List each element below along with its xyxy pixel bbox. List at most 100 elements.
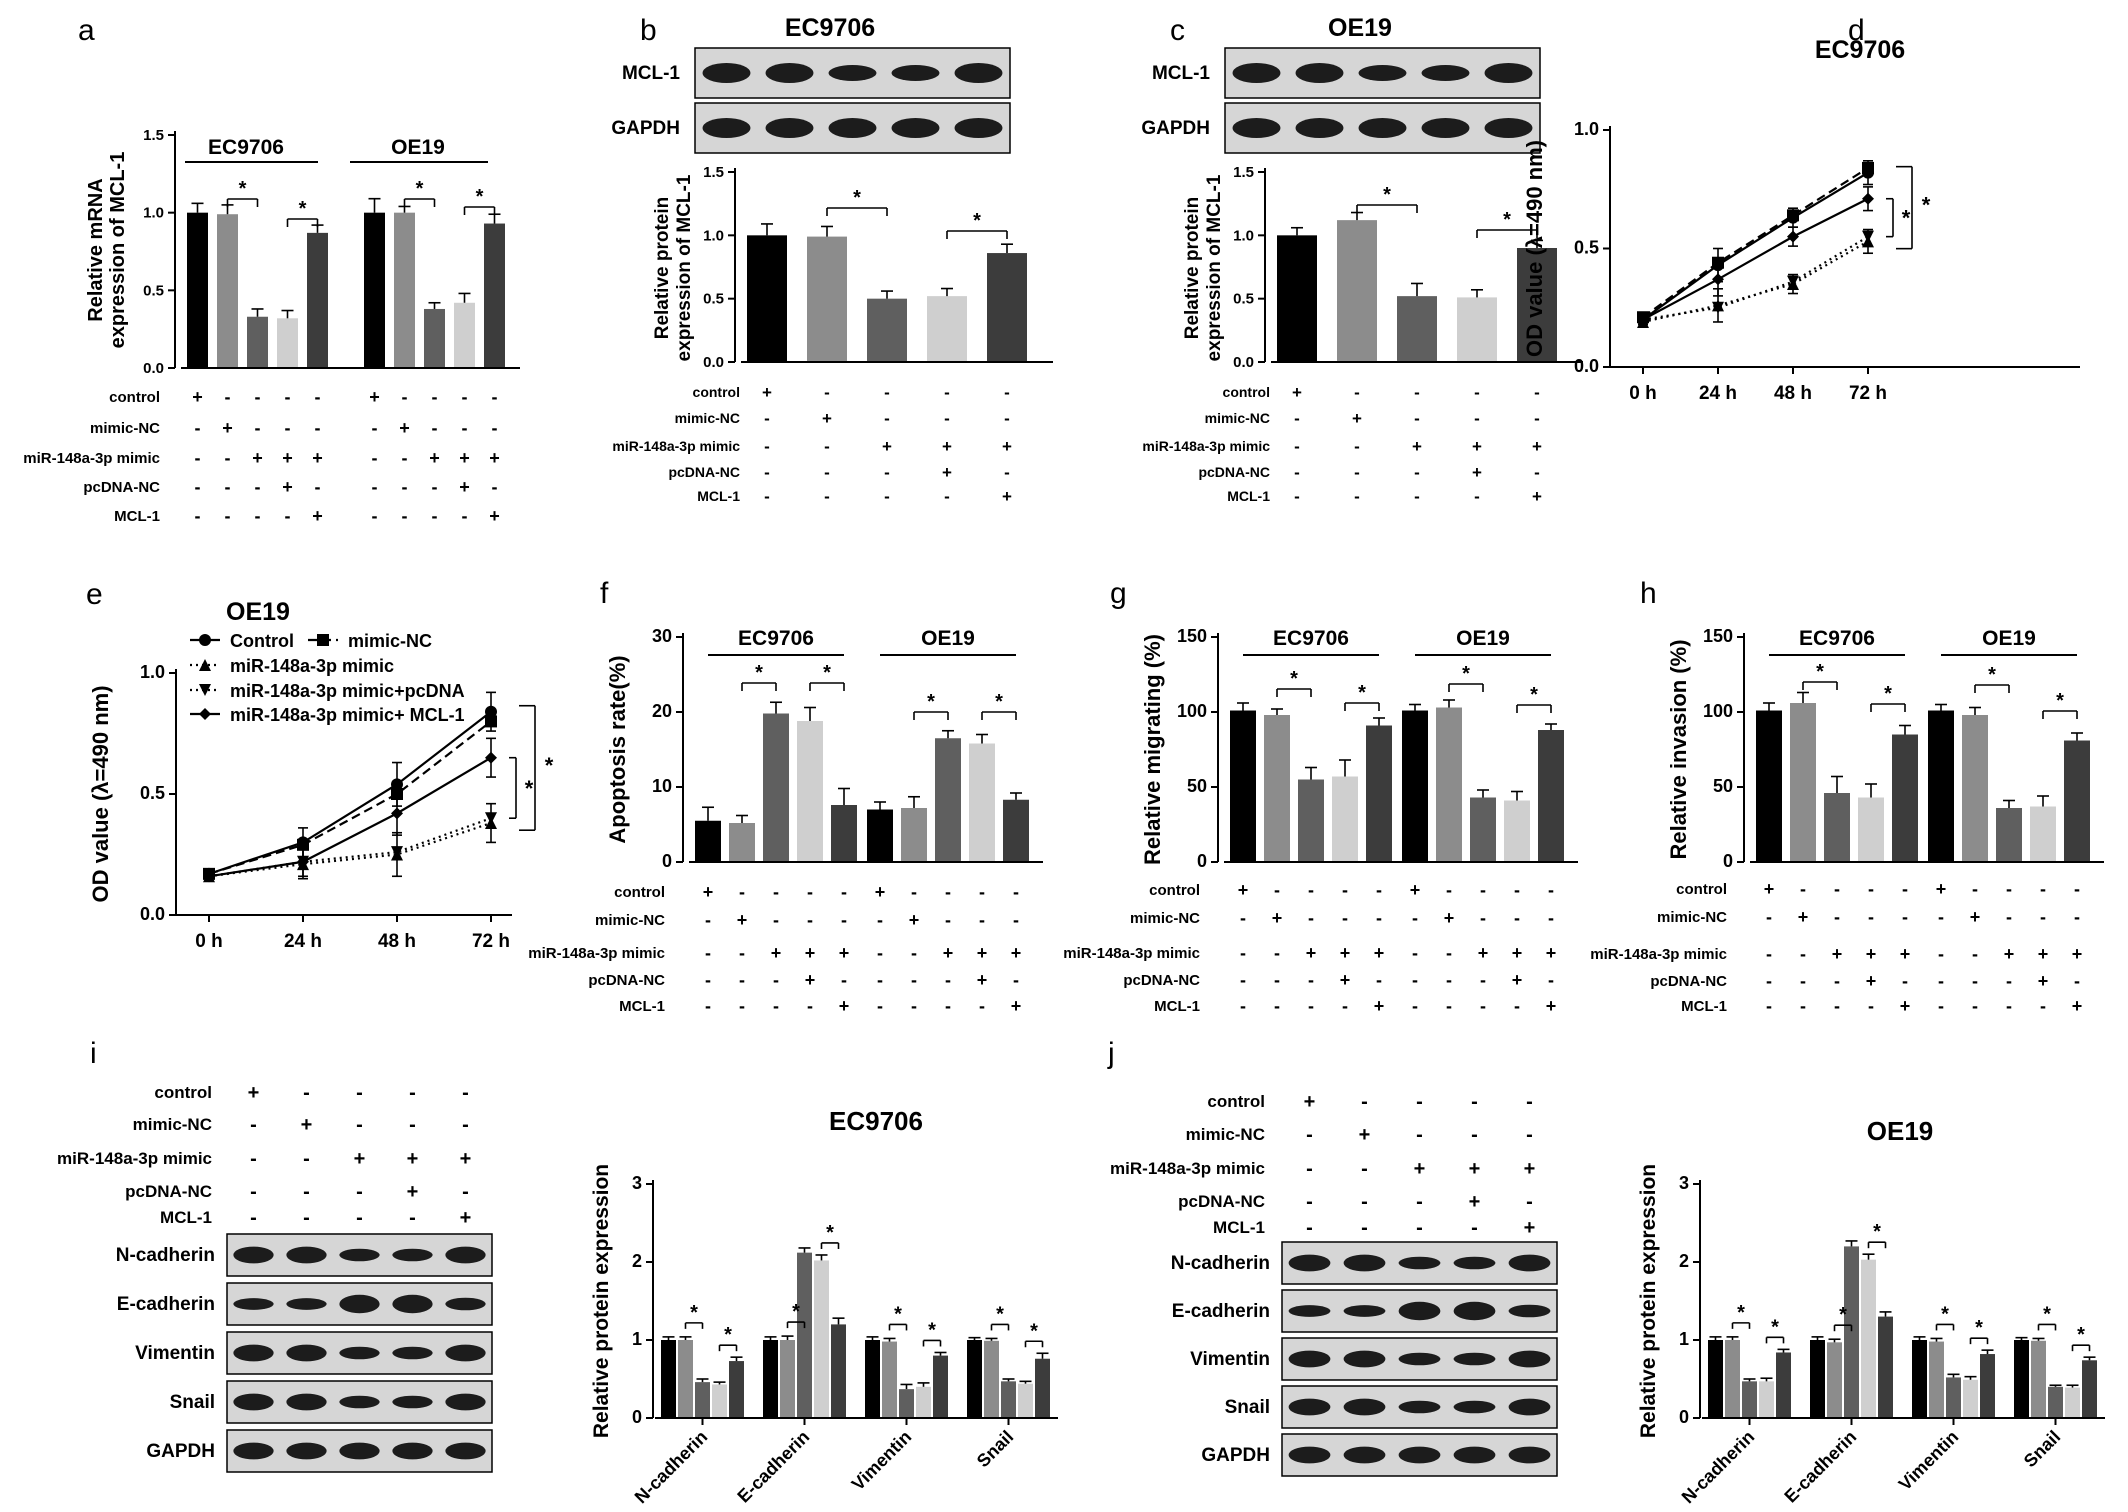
- bar: [1824, 793, 1850, 862]
- condition-label: pcDNA-NC: [1198, 464, 1270, 480]
- condition-sign: -: [884, 409, 890, 428]
- condition-sign: -: [2006, 907, 2012, 927]
- y-axis-title: Relative protein expression: [590, 1164, 613, 1438]
- bar: [1397, 296, 1437, 362]
- condition-label: miR-148a-3p mimic: [528, 945, 665, 962]
- condition-sign: -: [1474, 487, 1480, 506]
- condition-sign: -: [372, 418, 378, 438]
- condition-sign: -: [884, 487, 890, 506]
- bar: [1277, 235, 1317, 362]
- condition-sign: +: [1900, 996, 1911, 1016]
- condition-label: control: [1223, 384, 1270, 400]
- condition-sign: -: [409, 1114, 416, 1136]
- condition-sign: +: [1238, 880, 1249, 900]
- condition-sign: +: [1546, 943, 1557, 963]
- bar: [678, 1340, 693, 1418]
- series-line: [1642, 240, 1869, 324]
- sig-star: *: [1530, 684, 1538, 706]
- y-axis-title: Apoptosis rate(%): [605, 655, 630, 843]
- y-axis-title: Relative protein expression: [1637, 1164, 1660, 1438]
- blot-band: [1484, 118, 1533, 138]
- condition-sign: -: [1361, 1191, 1368, 1213]
- condition-sign: -: [1416, 1191, 1423, 1213]
- panel-a: a 0.0 0.5 1.0 1.5 Relative mRNA expression of …: [23, 14, 520, 526]
- blot-band: [392, 1248, 433, 1262]
- series-line: [1642, 197, 1869, 321]
- condition-sign: -: [356, 1082, 363, 1104]
- condition-sign: +: [909, 910, 920, 930]
- condition-sign: +: [1292, 383, 1302, 402]
- condition-sign: -: [303, 1181, 310, 1203]
- condition-sign: -: [1868, 879, 1874, 899]
- condition-sign: +: [1002, 437, 1012, 456]
- data-point: [485, 705, 497, 718]
- condition-sign: -: [1361, 1091, 1368, 1113]
- condition-sign: -: [2040, 996, 2046, 1016]
- bar: [1861, 1259, 1876, 1418]
- condition-sign: -: [255, 506, 261, 526]
- condition-sign: +: [282, 477, 293, 497]
- blot-band: [233, 1246, 274, 1264]
- condition-sign: -: [824, 487, 830, 506]
- condition-sign: +: [460, 1207, 472, 1229]
- blot-band: [445, 1297, 486, 1311]
- data-point: [1862, 230, 1874, 243]
- condition-sign: -: [1800, 996, 1806, 1016]
- bar: [277, 318, 298, 368]
- condition-sign: +: [1472, 437, 1482, 456]
- bar: [935, 738, 961, 862]
- bar: [1810, 1340, 1825, 1418]
- blot-band: [1295, 118, 1344, 138]
- legend-label: mimic-NC: [348, 631, 432, 651]
- condition-sign: -: [2074, 907, 2080, 927]
- sig-star: *: [1975, 1317, 1983, 1339]
- blot-band: [765, 63, 814, 83]
- blot-band: [286, 1246, 327, 1264]
- condition-sign: +: [1011, 996, 1022, 1016]
- blot-band: [1288, 1398, 1331, 1416]
- blot-band: [339, 1395, 380, 1409]
- condition-sign: +: [354, 1148, 366, 1170]
- blot-band: [828, 118, 877, 138]
- condition-sign: -: [824, 437, 830, 456]
- condition-sign: -: [1548, 970, 1554, 990]
- data-point: [1787, 275, 1799, 288]
- bar: [1264, 715, 1290, 862]
- y-tick-label: 1.5: [1233, 164, 1254, 181]
- condition-sign: -: [1800, 944, 1806, 964]
- legend-label: miR-148a-3p mimic: [230, 656, 394, 676]
- data-point: [1862, 192, 1874, 205]
- condition-sign: -: [1308, 970, 1314, 990]
- condition-sign: -: [807, 882, 813, 902]
- panel-letter: c: [1170, 14, 1185, 47]
- bar: [831, 805, 857, 862]
- condition-sign: -: [911, 970, 917, 990]
- condition-sign: -: [1972, 996, 1978, 1016]
- series-line: [208, 817, 492, 878]
- bar: [882, 1341, 897, 1418]
- condition-sign: -: [944, 487, 950, 506]
- bar: [1298, 779, 1324, 862]
- condition-sign: -: [285, 387, 291, 407]
- group-label: OE19: [1982, 627, 2036, 650]
- condition-sign: -: [195, 506, 201, 526]
- condition-sign: +: [459, 477, 470, 497]
- blot-band: [1288, 1254, 1331, 1272]
- blot-band: [891, 118, 940, 138]
- condition-sign: -: [945, 996, 951, 1016]
- condition-sign: -: [255, 418, 261, 438]
- bar: [1742, 1381, 1757, 1418]
- bar: [1963, 1379, 1978, 1418]
- condition-sign: +: [1532, 437, 1542, 456]
- sig-star: *: [1816, 661, 1824, 683]
- x-tick-label: N-cadherin: [631, 1427, 712, 1508]
- x-tick-label: E-cadherin: [1780, 1427, 1860, 1507]
- condition-sign: -: [1306, 1124, 1313, 1146]
- panel-title: OE19: [226, 598, 290, 626]
- condition-sign: -: [1361, 1217, 1368, 1239]
- data-point: [317, 634, 329, 646]
- bar: [1003, 799, 1029, 862]
- condition-sign: +: [875, 882, 886, 902]
- condition-sign: -: [1480, 970, 1486, 990]
- condition-sign: -: [1308, 880, 1314, 900]
